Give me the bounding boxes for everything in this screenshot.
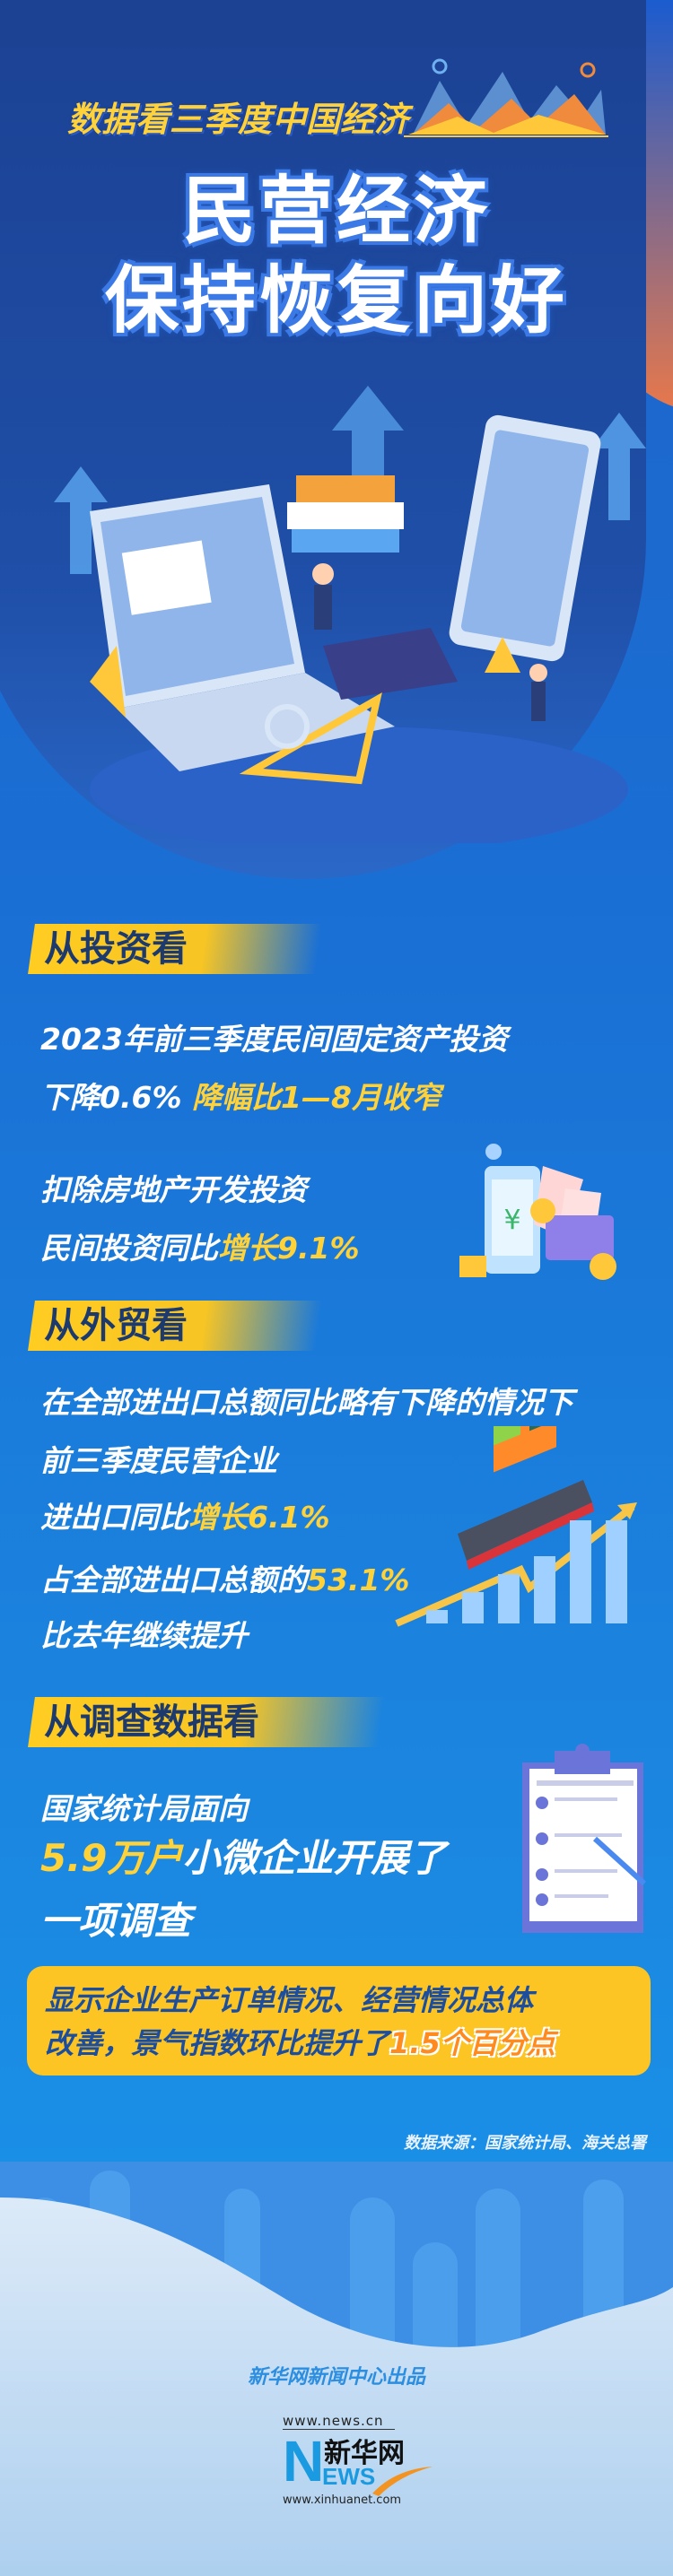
highlight: 降幅比1—8月收窄 [192,1080,441,1115]
trade-line-1: 在全部进出口总额同比略有下降的情况下 [40,1385,573,1420]
producer-credit: 新华网新闻中心出品 [247,2366,425,2389]
trade-line-3: 进出口同比增长6.1% [40,1500,330,1535]
subtitle: 数据看三季度中国经济 [67,100,409,139]
section-heading-investment: 从投资看 [28,924,322,974]
investment-line-2: 下降0.6% 降幅比1—8月收窄 [40,1080,441,1115]
investment-line-1: 2023年前三季度民间固定资产投资 [40,1022,508,1057]
summary-line-2: 改善，景气指数环比提升了1.5个百分点 [45,2026,555,2060]
trade-line-4: 占全部进出口总额的53.1% [40,1562,410,1597]
ship-growth-chart-illustration [395,1426,637,1627]
mountain-chart-decoration [404,58,608,137]
data-source: 数据来源：国家统计局、海关总署 [404,2134,646,2153]
highlight: 1.5个百分点 [389,2026,555,2060]
section-heading-trade: 从外贸看 [28,1301,322,1351]
clipboard-illustration [522,1744,647,1933]
summary-line-1: 显示企业生产订单情况、经营情况总体 [45,1983,534,2017]
highlight: 增长9.1% [218,1231,360,1266]
survey-line-2: 5.9万户小微企业开展了 [40,1836,447,1880]
svg-text:¥: ¥ [503,1205,520,1236]
title-line-1: 民营经济 [181,169,491,254]
trade-line-2: 前三季度民营企业 [40,1443,277,1478]
summary-box: 显示企业生产订单情况、经营情况总体 改善，景气指数环比提升了1.5个百分点 [27,1966,651,2076]
logo-swoosh [372,2467,433,2496]
highlight: 增长6.1% [188,1500,330,1535]
highlight: 53.1% [307,1562,410,1597]
survey-line-1: 国家统计局面向 [40,1791,248,1826]
investment-line-3: 扣除房地产开发投资 [40,1172,307,1207]
phone-money-illustration: ¥ [459,1144,616,1280]
trade-line-5: 比去年继续提升 [40,1618,248,1653]
laptop-books-illustration [54,386,646,843]
survey-line-3: 一项调查 [40,1899,192,1943]
title-line-2: 保持恢复向好 [104,258,568,344]
bottom-wave-decoration [0,2162,673,2576]
section-heading-survey: 从调查数据看 [28,1697,385,1747]
xinhuanet-logo: www.news.cn N EWS 新华网 www.xinhuanet.com [283,2413,444,2516]
investment-line-4: 民间投资同比增长9.1% [40,1231,360,1266]
highlight: 5.9万户 [40,1836,183,1880]
